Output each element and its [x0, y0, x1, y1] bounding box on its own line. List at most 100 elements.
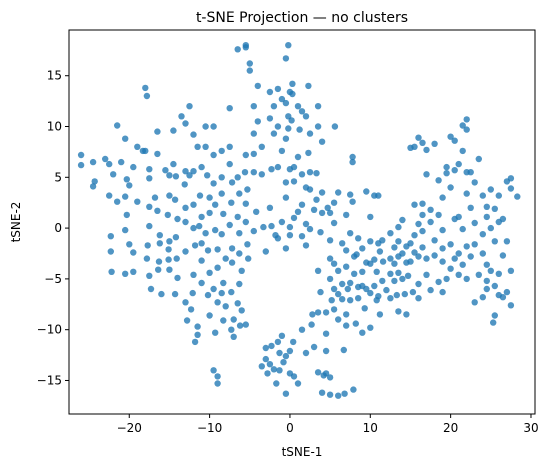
data-point — [108, 233, 114, 239]
data-point — [263, 345, 269, 351]
data-point — [182, 219, 188, 225]
data-point — [165, 212, 171, 218]
data-point — [508, 268, 514, 274]
data-point — [283, 353, 289, 359]
data-point — [439, 194, 445, 200]
data-point — [452, 255, 458, 261]
data-point — [178, 113, 184, 119]
data-point — [263, 248, 269, 254]
data-point — [439, 227, 445, 233]
data-point — [190, 225, 196, 231]
data-point — [488, 186, 494, 192]
data-point — [259, 171, 265, 177]
data-point — [391, 261, 397, 267]
data-point — [287, 224, 293, 230]
data-point — [165, 256, 171, 262]
data-point — [198, 164, 204, 170]
data-point — [380, 258, 386, 264]
data-point — [343, 247, 349, 253]
data-point — [235, 174, 241, 180]
data-point — [460, 226, 466, 232]
data-point — [182, 205, 188, 211]
data-point — [198, 257, 204, 263]
x-tick-label: 10 — [363, 421, 378, 435]
data-point — [172, 197, 178, 203]
data-point — [146, 204, 152, 210]
data-point — [236, 281, 242, 287]
data-point — [411, 144, 417, 150]
data-point — [427, 207, 433, 213]
data-point — [287, 232, 293, 238]
data-point — [504, 238, 510, 244]
data-point — [198, 240, 204, 246]
data-point — [227, 161, 233, 167]
data-point — [351, 271, 357, 277]
data-point — [146, 175, 152, 181]
data-point — [305, 83, 311, 89]
data-point — [347, 191, 353, 197]
data-point — [291, 215, 297, 221]
data-point — [192, 339, 198, 345]
data-point — [279, 148, 285, 154]
data-point — [331, 261, 337, 267]
data-point — [236, 190, 242, 196]
data-point — [192, 242, 198, 248]
data-point — [335, 316, 341, 322]
data-point — [374, 269, 380, 275]
data-point — [219, 148, 225, 154]
data-point — [379, 237, 385, 243]
data-point — [305, 150, 311, 156]
data-point — [500, 216, 506, 222]
data-point — [110, 171, 116, 177]
data-point — [251, 151, 257, 157]
data-point — [214, 380, 220, 386]
data-point — [299, 202, 305, 208]
data-point — [410, 289, 416, 295]
data-point — [134, 144, 140, 150]
data-point — [174, 255, 180, 261]
data-point — [299, 233, 305, 239]
data-point — [205, 247, 211, 253]
data-point — [319, 210, 325, 216]
data-point — [295, 154, 301, 160]
data-point — [239, 307, 245, 313]
data-point — [315, 103, 321, 109]
data-point — [290, 339, 296, 345]
data-point — [490, 319, 496, 325]
data-point — [345, 286, 351, 292]
data-point — [456, 250, 462, 256]
data-point — [484, 286, 490, 292]
data-point — [335, 291, 341, 297]
data-point — [247, 67, 253, 73]
data-point — [492, 312, 498, 318]
data-point — [419, 201, 425, 207]
data-point — [154, 128, 160, 134]
data-point — [435, 177, 441, 183]
data-point — [456, 214, 462, 220]
data-point — [395, 238, 401, 244]
data-point — [190, 272, 196, 278]
data-point — [206, 312, 212, 318]
data-point — [220, 211, 226, 217]
data-point — [251, 169, 257, 175]
data-point — [403, 311, 409, 317]
data-point — [331, 220, 337, 226]
data-point — [435, 212, 441, 218]
data-point — [152, 194, 158, 200]
data-point — [319, 189, 325, 195]
data-point — [447, 184, 453, 190]
data-point — [188, 306, 194, 312]
data-point — [106, 161, 112, 167]
data-point — [447, 266, 453, 272]
data-point — [285, 125, 291, 131]
data-point — [245, 255, 251, 261]
data-point — [130, 249, 136, 255]
data-point — [154, 208, 160, 214]
data-point — [464, 116, 470, 122]
data-point — [327, 392, 333, 398]
data-point — [288, 117, 294, 123]
data-point — [124, 212, 130, 218]
data-point — [291, 178, 297, 184]
data-point — [275, 86, 281, 92]
data-point — [367, 238, 373, 244]
